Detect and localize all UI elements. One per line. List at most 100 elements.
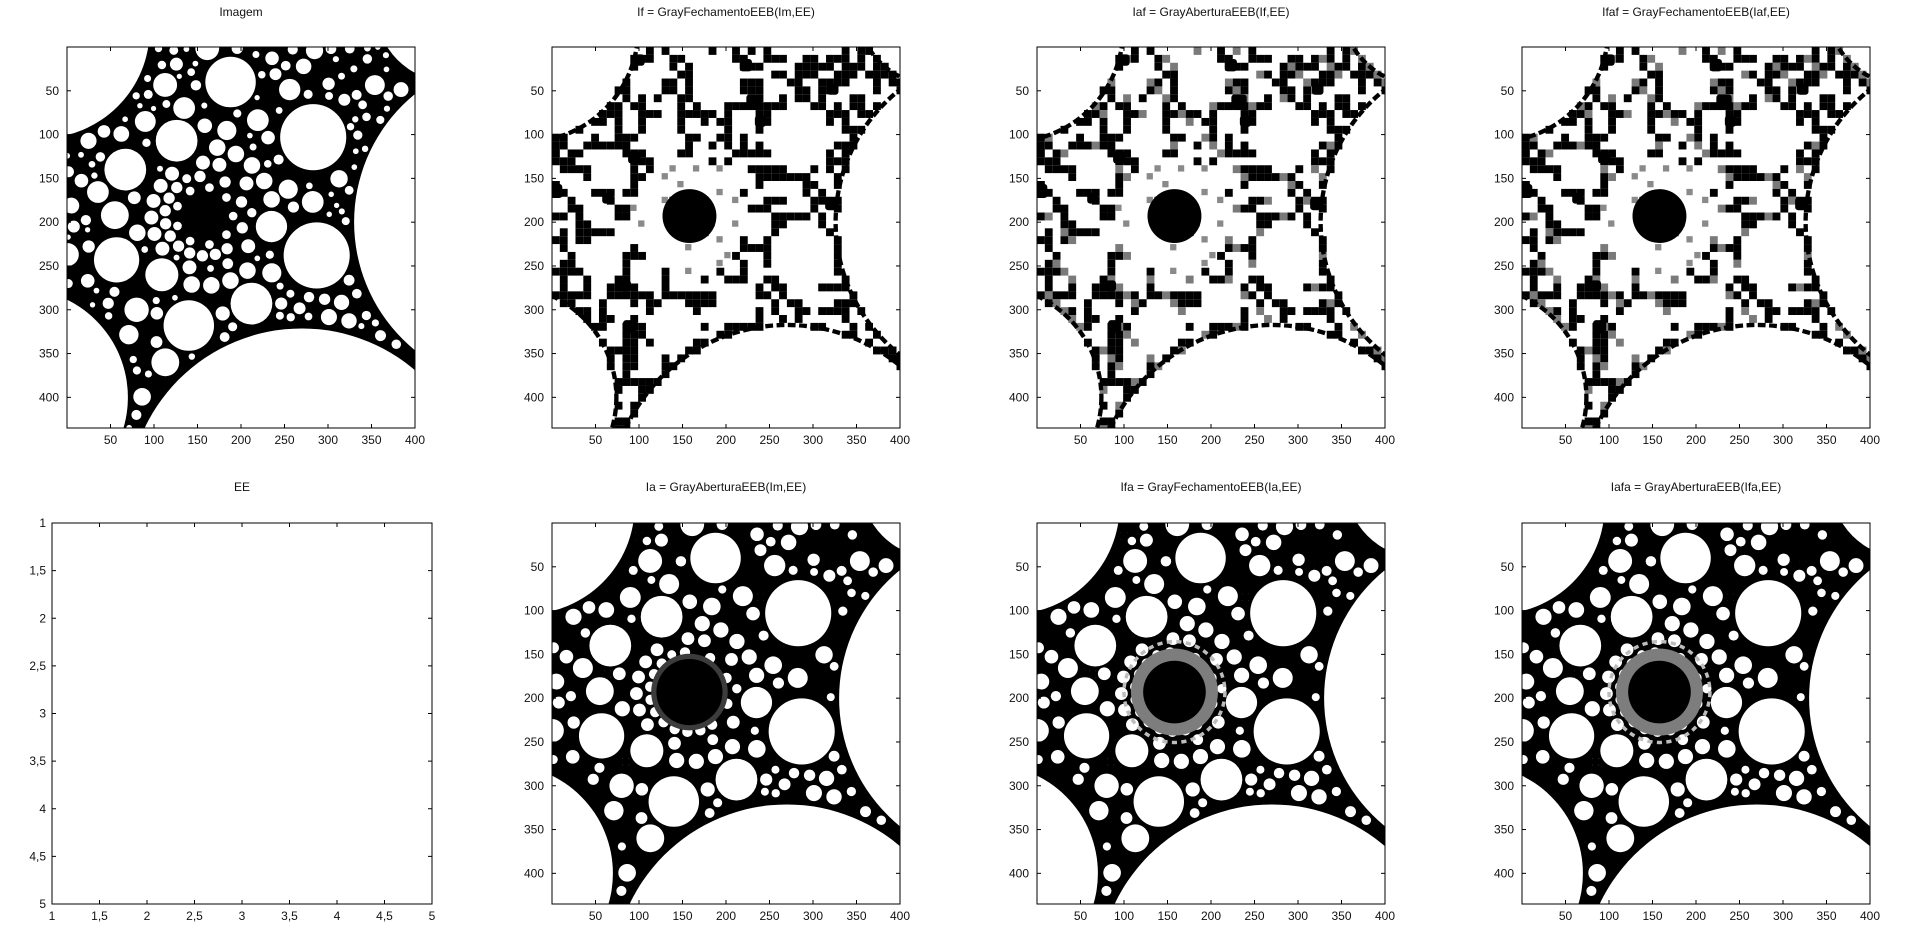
y-tick-label: 150 xyxy=(1009,171,1029,185)
x-tick-label: 300 xyxy=(803,909,823,923)
panel-title-ee: EE xyxy=(234,480,250,494)
y-tick-label: 50 xyxy=(531,84,545,98)
y-tick-label: 200 xyxy=(1009,691,1029,705)
x-tick-label: 50 xyxy=(589,433,603,447)
y-tick-label: 250 xyxy=(1494,735,1514,749)
x-tick-label: 150 xyxy=(1642,909,1662,923)
panel-ifa: Ifa = GrayFechamentoEEB(Ia,EE) 50 100 150 20… xyxy=(1009,480,1395,923)
panel-title-ia: Ia = GrayAberturaEEB(Im,EE) xyxy=(646,480,806,494)
panel-ee: EE1 1,5 2 2,5 3 3,5 4 4,5 511,522,533,544,55 xyxy=(29,480,435,923)
x-tick-label: 350 xyxy=(361,433,381,447)
x-tick-label: 2,5 xyxy=(186,909,203,923)
y-tick-label: 2 xyxy=(39,611,46,625)
y-tick-label: 50 xyxy=(1501,560,1515,574)
y-tick-label: 400 xyxy=(524,866,544,880)
x-tick-label: 150 xyxy=(1157,433,1177,447)
x-tick-label: 350 xyxy=(1816,909,1836,923)
y-tick-label: 300 xyxy=(524,303,544,317)
y-tick-label: 100 xyxy=(39,128,59,142)
y-tick-label: 300 xyxy=(1009,303,1029,317)
y-tick-label: 3,5 xyxy=(29,754,46,768)
x-tick-label: 5 xyxy=(429,909,436,923)
y-tick-label: 100 xyxy=(524,604,544,618)
y-tick-label: 400 xyxy=(1009,390,1029,404)
y-tick-label: 400 xyxy=(1009,866,1029,880)
y-tick-label: 150 xyxy=(524,647,544,661)
x-tick-label: 200 xyxy=(716,433,736,447)
x-tick-label: 150 xyxy=(672,909,692,923)
panel-title-iafa: Iafa = GrayAberturaEEB(Ifa,EE) xyxy=(1611,480,1781,494)
x-tick-label: 100 xyxy=(1114,909,1134,923)
x-tick-label: 4,5 xyxy=(376,909,393,923)
y-tick-label: 250 xyxy=(524,259,544,273)
y-tick-label: 300 xyxy=(1494,779,1514,793)
y-tick-label: 300 xyxy=(1009,779,1029,793)
y-tick-label: 200 xyxy=(39,215,59,229)
x-tick-label: 150 xyxy=(1157,909,1177,923)
y-tick-label: 250 xyxy=(1009,259,1029,273)
panel-ifaf: Ifaf = GrayFechamentoEEB(Iaf,EE) 50 100 150… xyxy=(1494,5,1880,447)
x-tick-label: 350 xyxy=(1331,909,1351,923)
x-tick-label: 400 xyxy=(1375,433,1395,447)
y-tick-label: 350 xyxy=(1494,823,1514,837)
panel-title-if: If = GrayFechamentoEEB(Im,EE) xyxy=(637,5,815,19)
x-tick-label: 250 xyxy=(1729,433,1749,447)
y-tick-label: 250 xyxy=(39,259,59,273)
x-tick-label: 50 xyxy=(1074,909,1088,923)
y-tick-label: 150 xyxy=(1494,171,1514,185)
x-tick-label: 300 xyxy=(803,433,823,447)
x-tick-label: 200 xyxy=(1201,433,1221,447)
y-tick-label: 150 xyxy=(1494,647,1514,661)
x-tick-label: 100 xyxy=(629,433,649,447)
y-tick-label: 200 xyxy=(524,215,544,229)
x-tick-label: 3 xyxy=(239,909,246,923)
y-tick-label: 400 xyxy=(524,390,544,404)
panel-title-ifa: Ifa = GrayFechamentoEEB(Ia,EE) xyxy=(1120,480,1301,494)
y-tick-label: 400 xyxy=(1494,390,1514,404)
x-tick-label: 400 xyxy=(890,909,910,923)
y-tick-label: 100 xyxy=(524,128,544,142)
ticks-iaf: 50 100 150 200 250 300 350 400 50 100 150 200 250 300… xyxy=(1009,47,1395,447)
ticks-iafa: 50 100 150 200 250 300 350 400 50 100 150 200 250 300… xyxy=(1494,523,1880,923)
y-tick-label: 100 xyxy=(1009,604,1029,618)
y-tick-label: 100 xyxy=(1494,128,1514,142)
y-tick-label: 100 xyxy=(1494,604,1514,618)
x-tick-label: 350 xyxy=(1816,433,1836,447)
x-tick-label: 250 xyxy=(759,433,779,447)
panel-title-iaf: Iaf = GrayAberturaEEB(If,EE) xyxy=(1132,5,1289,19)
y-tick-label: 250 xyxy=(524,735,544,749)
x-tick-label: 200 xyxy=(1686,909,1706,923)
y-tick-label: 1 xyxy=(39,516,46,530)
x-tick-label: 50 xyxy=(1559,433,1573,447)
y-tick-label: 50 xyxy=(1016,84,1030,98)
y-tick-label: 400 xyxy=(1494,866,1514,880)
panel-title-imagem: Imagem xyxy=(219,5,262,19)
ticks-imagem: 50 100 150 200 250 300 350 400 50 100 150 200 250 300… xyxy=(39,47,425,447)
x-tick-label: 150 xyxy=(187,433,207,447)
x-tick-label: 1,5 xyxy=(91,909,108,923)
y-tick-label: 350 xyxy=(524,823,544,837)
x-tick-label: 250 xyxy=(274,433,294,447)
x-tick-label: 250 xyxy=(1244,909,1264,923)
y-tick-label: 200 xyxy=(524,691,544,705)
x-tick-label: 400 xyxy=(1375,909,1395,923)
ticks-ee: 1 1,5 2 2,5 3 3,5 4 4,5 511,522,533,544,55 xyxy=(29,516,435,923)
y-tick-label: 4,5 xyxy=(29,849,46,863)
x-tick-label: 200 xyxy=(1201,909,1221,923)
y-tick-label: 300 xyxy=(39,303,59,317)
panel-imagem: Imagem 50 100 150 200 250 300 350 400 50 100 150 200… xyxy=(39,5,425,447)
x-tick-label: 100 xyxy=(144,433,164,447)
ticks-ia: 50 100 150 200 250 300 350 400 50 100 150 200 250 300… xyxy=(524,523,910,923)
y-tick-label: 150 xyxy=(39,171,59,185)
x-tick-label: 300 xyxy=(1773,909,1793,923)
y-tick-label: 400 xyxy=(39,390,59,404)
y-tick-label: 50 xyxy=(531,560,545,574)
x-tick-label: 400 xyxy=(890,433,910,447)
panel-title-ifaf: Ifaf = GrayFechamentoEEB(Iaf,EE) xyxy=(1602,5,1790,19)
x-tick-label: 200 xyxy=(231,433,251,447)
y-tick-label: 300 xyxy=(1494,303,1514,317)
y-tick-label: 250 xyxy=(1494,259,1514,273)
x-tick-label: 100 xyxy=(629,909,649,923)
panel-iaf: Iaf = GrayAberturaEEB(If,EE) 50 100 150 200 2… xyxy=(1009,5,1395,447)
